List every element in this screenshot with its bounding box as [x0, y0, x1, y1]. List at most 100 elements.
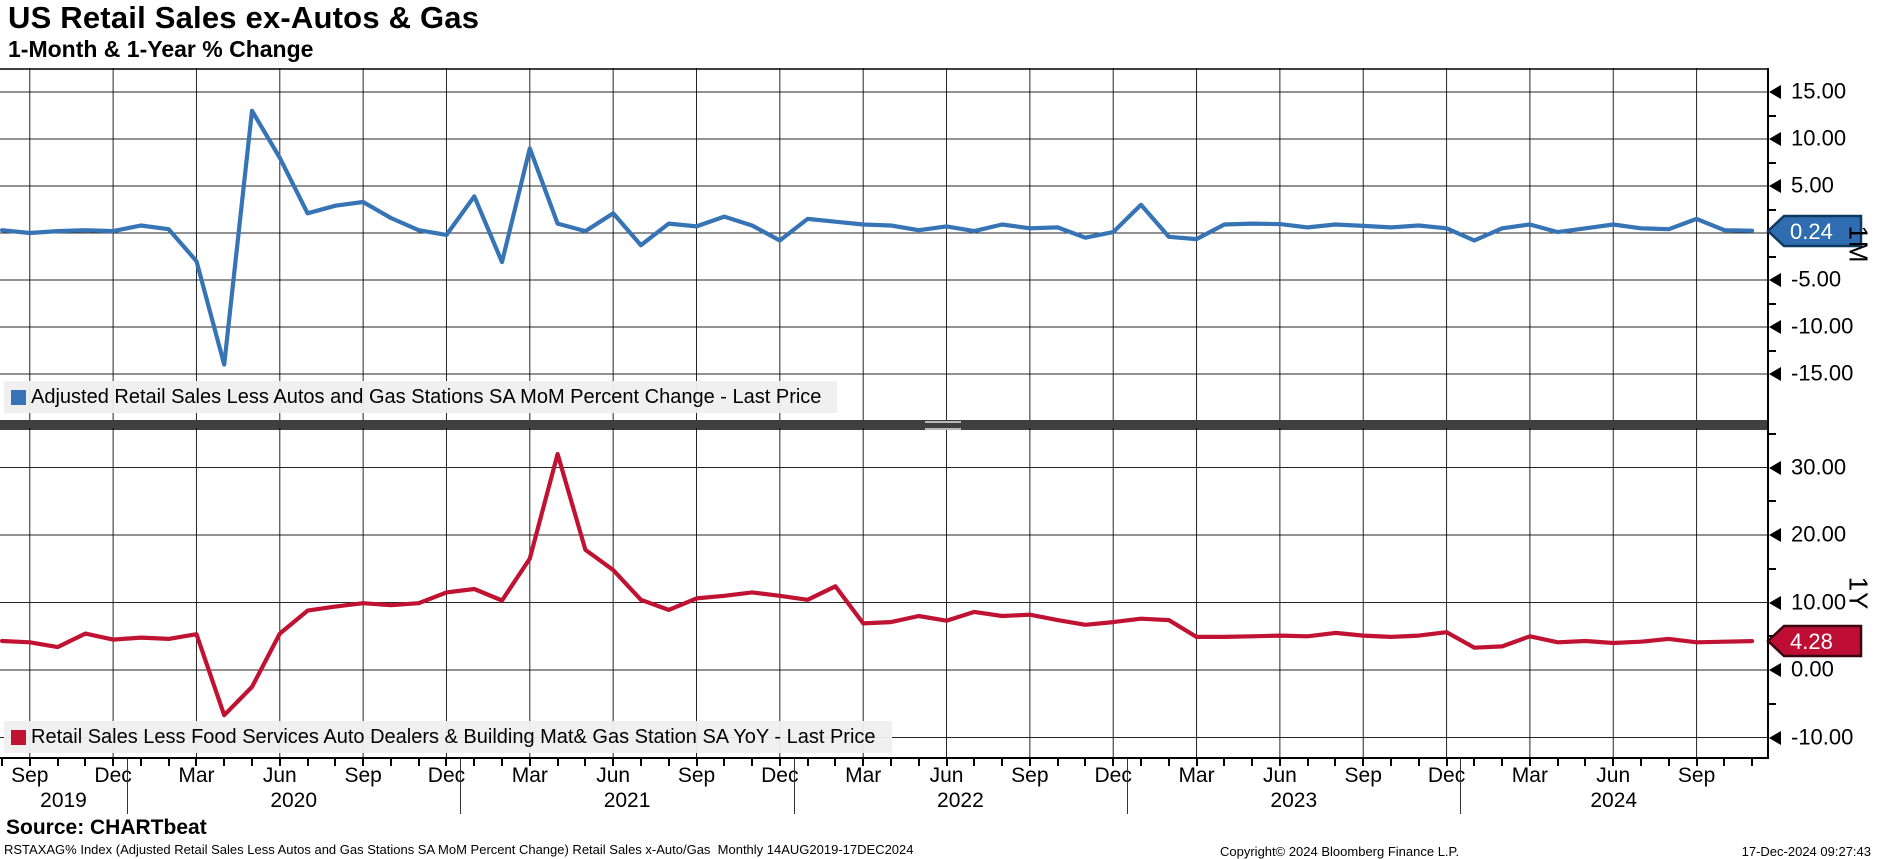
x-tick [167, 759, 170, 766]
y-tick-label: 5.00 [1791, 172, 1834, 198]
x-tick [473, 759, 476, 766]
year-separator [793, 759, 795, 814]
ticker-description: RSTAXAG% Index (Adjusted Retail Sales Le… [4, 842, 914, 857]
x-tick [1195, 759, 1198, 766]
x-tick [84, 759, 87, 766]
x-tick [806, 759, 809, 766]
y-tick-minor [1767, 114, 1776, 117]
mom-legend-label: Adjusted Retail Sales Less Autos and Gas… [31, 385, 822, 408]
x-tick [417, 759, 420, 766]
y-tick-label: 30.00 [1791, 453, 1847, 479]
x-month-label: Dec [1094, 764, 1132, 787]
x-tick [223, 759, 226, 766]
legend-yoy[interactable]: Retail Sales Less Food Services Auto Dea… [4, 721, 892, 753]
panel-divider-handle[interactable] [925, 421, 961, 430]
x-month-label: Jun [1262, 764, 1297, 787]
y-tick-arrow-icon [1769, 179, 1781, 193]
y-tick-arrow-icon [1769, 595, 1781, 610]
y-tick-arrow-icon [1769, 528, 1781, 542]
x-axis-line [0, 757, 1769, 759]
y-tick-minor [1767, 208, 1776, 211]
x-tick [1112, 759, 1115, 766]
x-tick [1584, 759, 1587, 766]
x-month-label: Sep [677, 764, 716, 787]
x-tick [1528, 759, 1531, 766]
yoy-legend-label: Retail Sales Less Food Services Auto Dea… [31, 725, 876, 748]
year-separator [1127, 759, 1129, 814]
yoy-line [0, 451, 1755, 718]
y-tick-minor [1767, 567, 1776, 570]
mom-line [0, 108, 1755, 367]
x-tick [1501, 759, 1504, 766]
x-tick [1251, 759, 1254, 766]
x-tick [112, 759, 115, 766]
x-tick [1751, 759, 1754, 766]
yoy-tag-shape: 4.28 [1766, 624, 1863, 658]
x-month-label: Mar [1178, 764, 1215, 787]
year-separator [460, 759, 462, 814]
x-tick [1, 759, 3, 766]
x-tick [389, 759, 392, 766]
x-year-label: 2022 [937, 789, 984, 812]
copyright-label: Copyright© 2024 Bloomberg Finance L.P. [1220, 844, 1460, 859]
x-tick [528, 759, 531, 766]
x-tick [1139, 759, 1142, 766]
yoy-last-price-tag[interactable]: 4.28 [1766, 624, 1864, 663]
x-tick [1667, 759, 1670, 766]
y-tick-arrow-icon [1769, 273, 1781, 287]
x-tick [1417, 759, 1420, 766]
yoy-axis-unit-label: 1Y [1843, 576, 1874, 611]
y-tick-label: -10.00 [1791, 723, 1854, 749]
y-tick-arrow-icon [1769, 663, 1781, 677]
x-tick [195, 759, 198, 766]
y-tick-label: 20.00 [1791, 521, 1847, 547]
x-year-label: 2019 [40, 789, 87, 812]
y-tick-label: 0.00 [1791, 656, 1834, 682]
timestamp-label: 17-Dec-2024 09:27:43 [1741, 844, 1871, 859]
x-month-label: Mar [1511, 764, 1548, 787]
mom-plot[interactable] [0, 68, 1767, 420]
x-tick [889, 759, 892, 766]
tag-arrow-icon [1766, 214, 1863, 247]
mom-axis-unit-label: 1M [1843, 225, 1874, 264]
page-title: US Retail Sales ex-Autos & Gas [8, 0, 480, 35]
y-tick-minor [1767, 302, 1776, 305]
x-month-label: Jun [1596, 764, 1631, 787]
x-tick [778, 759, 781, 766]
y-tick-label: -10.00 [1791, 313, 1854, 339]
x-year-label: 2020 [270, 789, 318, 812]
x-tick [1334, 759, 1337, 766]
yoy-last-price-value: 4.28 [1790, 629, 1833, 654]
y-tick-label: 10.00 [1791, 588, 1847, 614]
mom-legend-swatch-icon [11, 389, 26, 405]
x-tick [862, 759, 865, 766]
y-tick-arrow-icon [1769, 320, 1781, 334]
x-tick [1167, 759, 1170, 766]
x-tick [1001, 759, 1004, 766]
x-tick [501, 759, 504, 766]
x-month-label: Sep [1344, 764, 1382, 787]
x-tick [362, 759, 365, 766]
year-separator [1460, 759, 1462, 814]
x-tick [306, 759, 309, 766]
x-month-label: Mar [845, 764, 882, 787]
x-month-label: Sep [1011, 764, 1049, 787]
x-year-label: 2024 [1590, 789, 1638, 812]
x-tick [973, 759, 976, 766]
source-label: Source: CHARTbeat [6, 816, 207, 839]
tag-arrow-icon [1766, 624, 1863, 658]
x-month-label: Dec [427, 764, 466, 787]
x-tick [667, 759, 670, 766]
y-tick-minor [1767, 500, 1776, 503]
legend-mom[interactable]: Adjusted Retail Sales Less Autos and Gas… [4, 381, 838, 413]
x-tick [1640, 759, 1643, 766]
mom-last-price-tag[interactable]: 0.24 [1766, 214, 1864, 253]
yoy-plot[interactable] [0, 428, 1767, 758]
page-subtitle: 1-Month & 1-Year % Change [8, 36, 314, 62]
year-separator [127, 759, 128, 814]
y-tick-label: -15.00 [1791, 360, 1854, 386]
x-tick [556, 759, 559, 766]
x-tick [945, 759, 948, 766]
x-tick [28, 759, 31, 766]
